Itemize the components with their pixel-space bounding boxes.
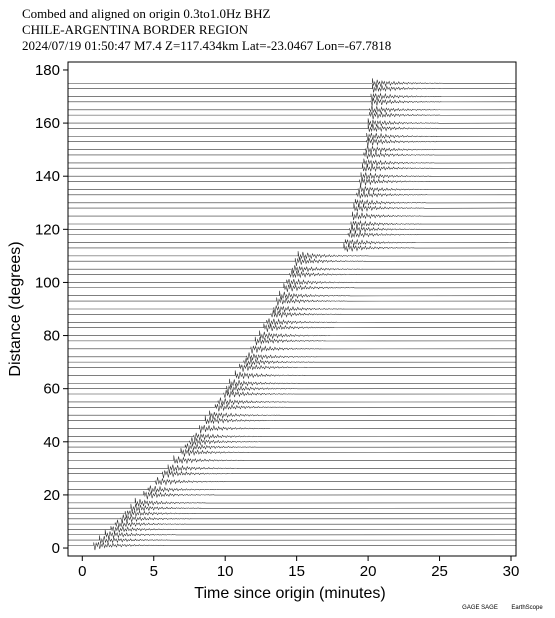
seismogram-trace [68,470,517,479]
seismogram-trace [68,238,517,247]
seismogram-trace [68,345,517,354]
seismogram-trace [68,432,517,441]
seismogram-trace [68,384,517,394]
seismogram-trace [68,305,517,314]
x-tick-label: 0 [78,563,86,580]
seismogram-trace [68,514,517,523]
logo: GAGE SAGE [462,605,498,611]
seismogram-trace [68,158,517,168]
seismogram-trace [68,105,517,114]
y-tick-label: 0 [52,540,60,557]
seismogram-trace [68,519,517,528]
seismogram-trace [68,297,517,306]
y-tick-label: 100 [35,274,60,291]
seismogram-trace [68,220,517,229]
y-tick-label: 20 [43,487,60,504]
seismogram-trace [68,403,517,412]
seismogram-trace [68,529,517,539]
seismogram-trace [68,323,517,332]
title-line: CHILE-ARGENTINA BORDER REGION [22,22,249,37]
seismogram-trace [68,225,517,234]
seismogram-trace [68,415,517,425]
seismogram-trace [68,177,517,187]
seismogram-trace [68,336,517,346]
plot-frame [67,61,517,557]
seismogram-trace [68,251,517,260]
seismogram-trace [68,464,517,473]
seismogram-trace [68,448,517,457]
x-tick-label: 10 [217,563,234,580]
seismogram-trace [68,497,517,507]
seismogram-trace [68,352,517,361]
y-tick-label: 140 [35,168,60,185]
seismogram-trace [68,330,517,340]
seismogram-trace [68,111,517,120]
x-tick-label: 30 [503,563,520,580]
seismogram-trace [68,357,517,366]
y-tick-label: 40 [43,434,60,451]
logo: EarthScope [511,605,543,611]
seismogram-trace [68,491,517,500]
seismogram-trace [68,278,517,287]
seismogram-trace [68,443,517,452]
x-tick-label: 20 [360,563,377,580]
seismogram-trace [68,211,517,221]
seismogram-trace [68,437,517,446]
seismogram-trace [68,243,517,252]
seismogram-trace [68,378,517,388]
seismogram-trace [68,257,517,266]
seismogram-trace [68,230,517,239]
seismogram-trace [68,535,517,544]
seismogram-trace [68,78,517,88]
seismogram-trace [68,163,517,172]
seismogram-trace [68,97,517,106]
seismogram-trace [68,283,517,292]
seismogram-trace [68,485,517,494]
seismogram-trace [68,118,517,128]
seismogram-trace [68,269,517,279]
seismogram-trace [68,190,517,199]
seismogram-trace [68,318,517,327]
x-tick-label: 25 [431,563,448,580]
seismogram-trace [68,389,517,398]
seismogram-trace [68,455,517,465]
seismogram-trace [68,185,517,194]
title-line: Combed and aligned on origin 0.3to1.0Hz … [22,6,270,21]
seismogram-trace [68,290,517,300]
seismogram-trace [68,132,517,142]
seismogram-trace [68,410,517,420]
x-tick-label: 15 [288,563,305,580]
seismogram-trace [68,309,517,319]
seismogram-trace [68,145,517,154]
seismogram-trace [68,123,517,133]
seismogram-trace [68,509,517,519]
seismogram-trace [68,172,517,181]
seismogram-trace [68,83,517,93]
seismogram-trace [68,503,517,513]
seismogram-trace [68,424,517,434]
y-tick-label: 120 [35,221,60,238]
seismogram-trace [68,198,517,208]
y-tick-label: 180 [35,62,60,79]
seismogram-trace [68,477,517,486]
seismogram-trace [68,137,517,147]
x-tick-label: 5 [150,563,158,580]
y-tick-label: 60 [43,381,60,398]
seismogram-trace [68,541,517,551]
seismogram-trace [68,203,517,212]
x-axis-label: Time since origin (minutes) [194,585,385,602]
y-tick-label: 160 [35,115,60,132]
seismogram-trace [68,525,517,534]
seismogram-trace [68,370,517,380]
seismogram-trace [68,92,517,102]
seismogram-trace [68,150,517,159]
y-axis-label: Distance (degrees) [7,241,24,376]
seismogram-trace [68,363,517,372]
y-tick-label: 80 [43,328,60,345]
title-line: 2024/07/19 01:50:47 M7.4 Z=117.434km Lat… [22,38,391,53]
seismogram-trace [68,397,517,406]
seismogram-trace [68,265,517,274]
